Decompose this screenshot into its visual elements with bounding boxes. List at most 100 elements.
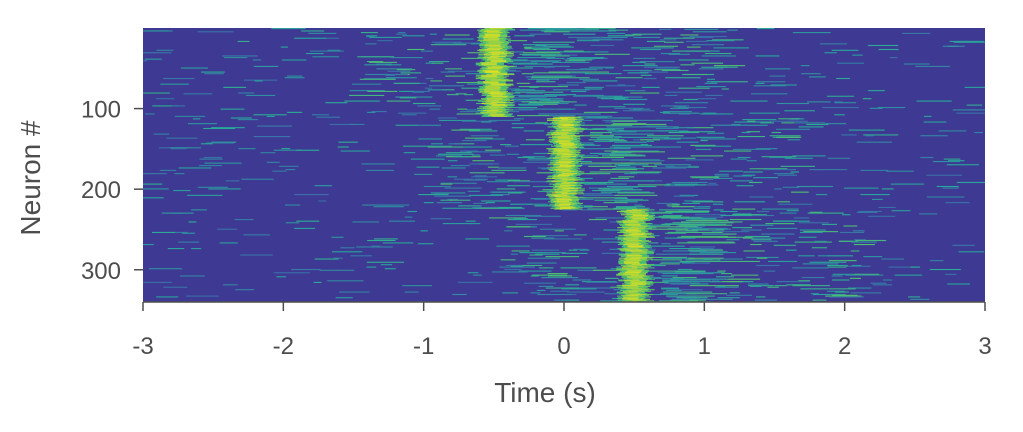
- heat-speckle: [415, 124, 441, 126]
- heat-speckle: [699, 252, 737, 254]
- heat-speckle: [733, 124, 768, 126]
- heat-speckle: [750, 285, 762, 287]
- heat-speckle: [143, 197, 164, 199]
- heat-speckle: [675, 230, 698, 232]
- heat-peak: [488, 38, 504, 40]
- heat-speckle: [672, 130, 689, 132]
- heat-speckle: [329, 123, 356, 126]
- heat-speckle: [640, 144, 648, 146]
- heat-peak: [624, 293, 641, 295]
- heat-trail: [541, 30, 605, 32]
- heat-trail: [677, 242, 736, 244]
- heat-speckle: [541, 277, 579, 279]
- heat-trail: [609, 154, 643, 156]
- heat-speckle: [523, 161, 559, 163]
- heat-speckle: [445, 152, 472, 154]
- heat-speckle: [749, 112, 780, 114]
- heat-speckle: [776, 281, 810, 283]
- heat-peak: [558, 123, 575, 126]
- heat-speckle: [447, 176, 457, 178]
- heat-speckle: [349, 90, 385, 92]
- heat-speckle: [445, 68, 462, 70]
- heat-speckle: [305, 52, 324, 55]
- heat-peak: [625, 272, 641, 274]
- heat-speckle: [235, 289, 255, 291]
- heat-speckle: [815, 194, 828, 196]
- heat-speckle: [742, 174, 756, 176]
- heat-speckle: [613, 289, 630, 291]
- heat-trail: [689, 285, 739, 287]
- heat-peak: [561, 127, 577, 130]
- heat-trail: [598, 153, 636, 155]
- heat-speckle: [430, 192, 466, 194]
- heat-speckle: [573, 95, 609, 97]
- heat-peak: [491, 73, 508, 75]
- heat-peak: [487, 94, 503, 96]
- heat-speckle: [505, 69, 516, 72]
- heat-peak: [627, 283, 644, 285]
- heat-speckle: [281, 59, 307, 61]
- heat-speckle: [700, 140, 708, 142]
- heat-speckle: [420, 230, 428, 232]
- heat-speckle: [349, 94, 385, 96]
- heat-trail: [522, 54, 556, 56]
- heat-speckle: [832, 273, 860, 275]
- heat-speckle: [946, 164, 979, 166]
- heat-peak: [490, 60, 507, 62]
- heat-speckle: [560, 267, 597, 269]
- heat-trail: [581, 156, 625, 159]
- heat-speckle: [163, 286, 188, 288]
- heat-speckle: [253, 114, 287, 116]
- heat-trail: [679, 260, 726, 263]
- heat-speckle: [508, 92, 521, 94]
- heat-speckle: [523, 235, 546, 238]
- heat-trail: [662, 281, 723, 283]
- heat-speckle: [641, 86, 660, 88]
- heat-speckle: [696, 136, 725, 138]
- heat-peak: [551, 134, 567, 136]
- heat-speckle: [806, 101, 831, 103]
- heat-trail: [584, 183, 627, 185]
- heat-peak: [622, 248, 639, 250]
- heat-speckle: [395, 96, 433, 98]
- heat-speckle: [729, 180, 753, 182]
- heat-speckle: [472, 160, 495, 162]
- heat-speckle: [287, 111, 303, 113]
- heat-peak: [627, 228, 643, 230]
- heat-speckle: [440, 182, 477, 184]
- heat-speckle: [589, 133, 603, 135]
- heat-speckle: [712, 280, 720, 282]
- heat-speckle: [706, 78, 716, 80]
- heat-speckle: [469, 130, 498, 132]
- heat-trail: [530, 61, 559, 63]
- heat-peak: [552, 177, 568, 179]
- heat-trail: [669, 248, 701, 250]
- heat-peak: [491, 52, 507, 55]
- heat-peak: [553, 152, 569, 155]
- heat-peak: [552, 180, 569, 182]
- heat-speckle: [665, 77, 701, 79]
- heat-peak: [626, 256, 642, 258]
- heat-trail: [664, 223, 690, 225]
- heat-peak: [556, 172, 572, 174]
- heat-speckle: [371, 111, 387, 113]
- heat-speckle: [938, 130, 967, 132]
- heat-peak: [560, 117, 576, 119]
- heat-speckle: [485, 149, 502, 151]
- heat-speckle: [681, 262, 695, 264]
- heat-speckle: [373, 206, 404, 208]
- heat-speckle: [491, 169, 527, 171]
- heat-speckle: [706, 81, 718, 83]
- heat-speckle: [662, 280, 681, 282]
- heat-trail: [662, 250, 706, 252]
- heat-speckle: [238, 148, 256, 150]
- heat-trail: [508, 59, 528, 61]
- heat-peak: [488, 58, 505, 60]
- heat-speckle: [183, 93, 213, 95]
- heat-speckle: [680, 34, 699, 36]
- heat-peak: [560, 206, 576, 209]
- heat-speckle: [671, 206, 695, 208]
- heat-peak: [555, 203, 571, 205]
- heat-speckle: [143, 183, 163, 185]
- heat-speckle: [470, 43, 490, 45]
